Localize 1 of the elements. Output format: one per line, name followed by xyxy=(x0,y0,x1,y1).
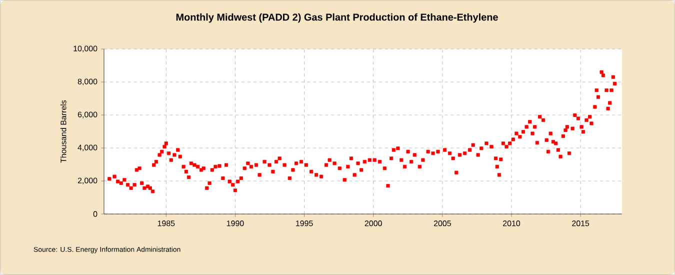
chart-title: Monthly Midwest (PADD 2) Gas Plant Production of Ethane-Ethylene xyxy=(176,13,498,23)
